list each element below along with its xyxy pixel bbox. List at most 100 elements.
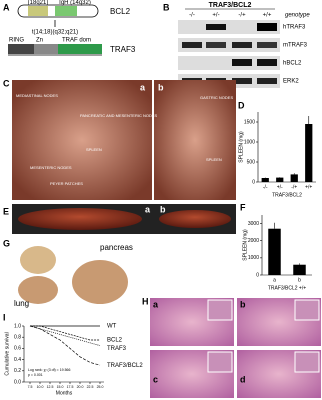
y-tick-label: 0 xyxy=(252,179,255,185)
panel-label: G xyxy=(3,238,10,248)
legend-label: TRAF3/BCL2 xyxy=(107,363,143,369)
y-tick-label: 1000 xyxy=(244,139,255,145)
inset xyxy=(294,299,320,321)
x-tick-label: -/- xyxy=(263,184,268,190)
panel-label: A xyxy=(3,2,10,12)
y-tick-label: 1000 xyxy=(248,255,259,261)
annotation: Log rank: χ² (3 df) = 19.566 xyxy=(28,368,70,372)
bar xyxy=(261,178,269,182)
domain xyxy=(58,44,102,54)
sub-label: a xyxy=(145,204,151,214)
sub-label: c xyxy=(153,374,158,384)
inset xyxy=(294,351,320,373)
locus-label: (18q21) xyxy=(28,0,49,6)
genotype: -/- xyxy=(189,13,195,19)
bar xyxy=(293,264,306,275)
genotype: -/+ xyxy=(238,13,246,19)
survival-line xyxy=(30,325,100,341)
annotation: PANCREATIC AND MESENTERIC NODES xyxy=(80,113,158,118)
y-tick-label: 3000 xyxy=(248,221,259,227)
domain-label: TRAF dom xyxy=(62,38,91,44)
x-axis-label: TRAF3/BCL2 xyxy=(272,192,302,198)
y-tick-label: 0.2 xyxy=(14,368,21,374)
y-tick-label: 0.4 xyxy=(14,357,21,363)
annotation: SPLEEN xyxy=(206,157,222,162)
domain-label: Zn xyxy=(36,38,43,44)
genotype-label: genotype xyxy=(285,13,310,19)
annotation: GASTRIC NODES xyxy=(200,95,233,100)
locus-label: IgH (14q32) xyxy=(59,0,91,6)
genotype: +/+ xyxy=(263,13,272,19)
sub-label: b xyxy=(240,299,246,309)
chromosome-segment xyxy=(28,6,48,16)
panel-label: H xyxy=(142,296,149,306)
x-tick-label: 15.0 xyxy=(57,385,64,389)
sub-label: a xyxy=(140,82,146,92)
y-axis-label: Cumulative survival xyxy=(4,332,10,375)
organ xyxy=(20,246,56,274)
annotation: MEDIASTINAL NODES xyxy=(16,93,58,98)
x-tick-label: 12.5 xyxy=(47,385,54,389)
sub-label: a xyxy=(153,299,159,309)
y-tick-label: 2000 xyxy=(248,238,259,244)
survival-line xyxy=(29,325,101,346)
panel-label: B xyxy=(163,2,170,12)
survival-line xyxy=(29,325,101,366)
legend-label: TRAF3 xyxy=(107,346,127,352)
y-tick-label: 0.6 xyxy=(14,346,21,352)
x-tick-label: 20.0 xyxy=(77,385,84,389)
photo xyxy=(154,80,236,200)
x-tick-label: +/+ xyxy=(305,184,312,190)
annotation: MESENTERIC NODES xyxy=(30,165,72,170)
x-axis-label: TRAF3/BCL2 +/+ xyxy=(268,285,306,291)
genotype: +/- xyxy=(212,13,219,19)
x-tick-label: b xyxy=(298,277,301,283)
panel-label: E xyxy=(3,206,9,216)
bar xyxy=(268,228,281,275)
legend-label: BCL2 xyxy=(107,338,123,344)
photo xyxy=(12,80,152,200)
spleen xyxy=(159,210,231,228)
sub-label: d xyxy=(240,374,246,384)
y-tick-label: 0.0 xyxy=(14,379,21,385)
y-tick-label: 500 xyxy=(247,159,256,165)
blot-title: TRAF3/BCL2 xyxy=(209,2,252,9)
domain-label: RING xyxy=(9,38,24,44)
blot xyxy=(178,20,280,88)
inset xyxy=(207,299,233,321)
gene-label: BCL2 xyxy=(110,7,131,16)
annotation: SPLEEN xyxy=(86,147,102,152)
y-tick-label: 1500 xyxy=(244,119,255,125)
panel-label: C xyxy=(3,78,10,88)
translocation: t(14;18)(q32;q21) xyxy=(32,30,78,36)
panel-label: F xyxy=(240,202,246,212)
organ-label: pancreas xyxy=(100,243,133,252)
x-tick-label: 25.0 xyxy=(97,385,104,389)
bar xyxy=(276,177,284,182)
gene-label: TRAF3 xyxy=(110,45,136,54)
y-tick-label: 0 xyxy=(256,272,259,278)
x-tick-label: 17.5 xyxy=(67,385,74,389)
x-tick-label: 22.5 xyxy=(87,385,94,389)
x-tick-label: +/- xyxy=(277,184,283,190)
organ xyxy=(18,276,58,304)
x-tick-label: -/+ xyxy=(291,184,297,190)
band-label: mTRAF3 xyxy=(283,43,308,49)
chromosome-segment xyxy=(55,6,77,16)
band-label: hTRAF3 xyxy=(283,25,306,31)
x-tick-label: 7.5 xyxy=(28,385,33,389)
x-tick-label: a xyxy=(273,277,276,283)
legend-label: WT xyxy=(107,324,117,330)
bar xyxy=(305,124,313,182)
panel-label: I xyxy=(3,312,6,322)
spleen xyxy=(18,208,142,230)
inset xyxy=(207,351,233,373)
band-label: hBCL2 xyxy=(283,61,302,67)
annotation: PEYER PATCHES xyxy=(50,181,83,186)
x-tick-label: 10.0 xyxy=(37,385,44,389)
y-tick-label: 0.8 xyxy=(14,335,21,341)
organ-label: lung xyxy=(14,299,29,308)
bar xyxy=(290,174,298,182)
y-axis-label: SPLEEN (mg) xyxy=(238,131,244,163)
